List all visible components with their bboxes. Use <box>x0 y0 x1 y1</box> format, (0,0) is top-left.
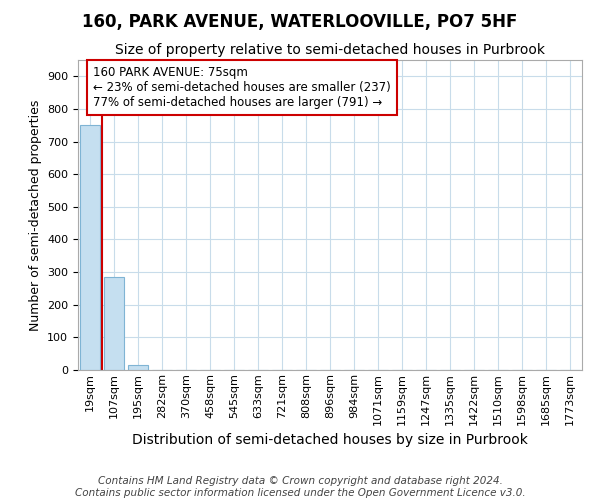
X-axis label: Distribution of semi-detached houses by size in Purbrook: Distribution of semi-detached houses by … <box>132 433 528 447</box>
Text: 160 PARK AVENUE: 75sqm
← 23% of semi-detached houses are smaller (237)
77% of se: 160 PARK AVENUE: 75sqm ← 23% of semi-det… <box>93 66 391 109</box>
Y-axis label: Number of semi-detached properties: Number of semi-detached properties <box>29 100 41 330</box>
Bar <box>80 126 100 370</box>
Title: Size of property relative to semi-detached houses in Purbrook: Size of property relative to semi-detach… <box>115 44 545 58</box>
Text: Contains HM Land Registry data © Crown copyright and database right 2024.
Contai: Contains HM Land Registry data © Crown c… <box>74 476 526 498</box>
Bar <box>128 365 148 370</box>
Text: 160, PARK AVENUE, WATERLOOVILLE, PO7 5HF: 160, PARK AVENUE, WATERLOOVILLE, PO7 5HF <box>82 12 518 30</box>
Bar <box>104 277 124 370</box>
